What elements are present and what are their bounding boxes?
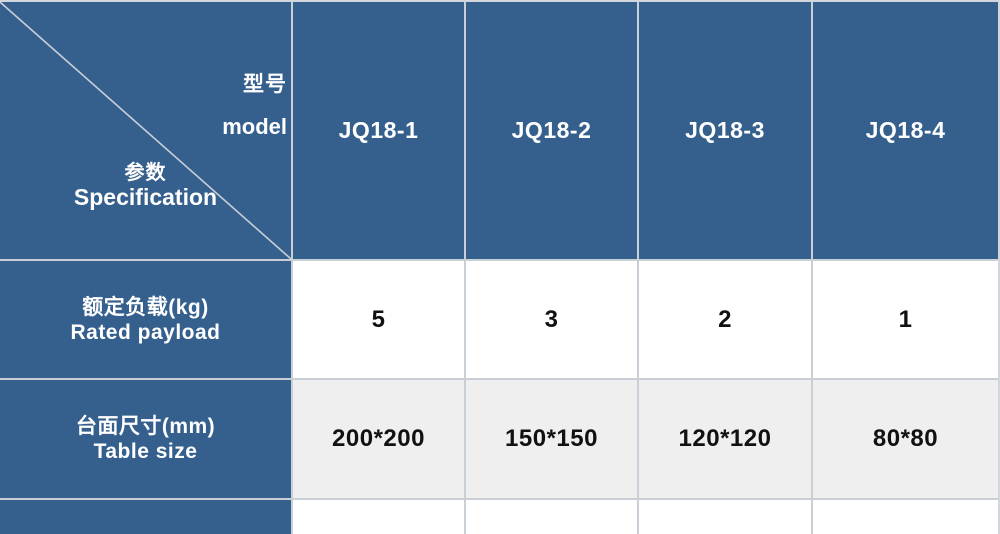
corner-spec-labels: 参数 Specification [0, 163, 291, 209]
row-label-rated-payload: 额定负载(kg) Rated payload [0, 261, 291, 378]
row-label-table-size: 台面尺寸(mm) Table size [0, 380, 291, 498]
model-header-jq18-4: JQ18-4 [813, 2, 998, 259]
value-partial-jq18-3 [639, 500, 811, 534]
value-partial-jq18-4 [813, 500, 998, 534]
corner-model-label-en: model [222, 114, 287, 139]
corner-header-cell: 型号 model 参数 Specification [0, 2, 291, 259]
corner-model-labels: 型号 model [222, 74, 287, 138]
value-payload-jq18-2: 3 [466, 261, 637, 378]
value-payload-jq18-1: 5 [293, 261, 464, 378]
row-label-table-size-en: Table size [93, 440, 198, 463]
value-partial-jq18-2 [466, 500, 637, 534]
model-header-jq18-1: JQ18-1 [293, 2, 464, 259]
corner-spec-label-cn: 参数 [124, 162, 167, 184]
diagonal-divider-line [0, 2, 291, 259]
model-header-jq18-3: JQ18-3 [639, 2, 811, 259]
model-header-jq18-2: JQ18-2 [466, 2, 637, 259]
corner-spec-label-en: Specification [73, 184, 218, 210]
value-size-jq18-3: 120*120 [639, 380, 811, 498]
row-label-rated-payload-cn: 额定负载(kg) [82, 295, 209, 319]
row-label-partial [0, 500, 291, 534]
value-payload-jq18-4: 1 [813, 261, 998, 378]
value-payload-jq18-3: 2 [639, 261, 811, 378]
corner-model-label-cn: 型号 [243, 73, 287, 96]
row-label-rated-payload-en: Rated payload [70, 320, 221, 344]
value-size-jq18-1: 200*200 [293, 380, 464, 498]
value-size-jq18-4: 80*80 [813, 380, 998, 498]
row-label-table-size-cn: 台面尺寸(mm) [75, 415, 216, 438]
value-partial-jq18-1 [293, 500, 464, 534]
value-size-jq18-2: 150*150 [466, 380, 637, 498]
